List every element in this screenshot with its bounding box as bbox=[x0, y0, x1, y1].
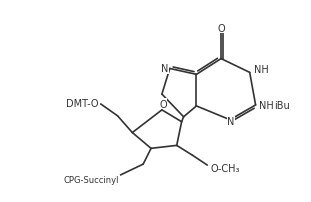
Text: DMT-O: DMT-O bbox=[66, 99, 99, 108]
Text: O: O bbox=[217, 24, 225, 34]
Text: iBu: iBu bbox=[274, 100, 290, 110]
Text: O-CH₃: O-CH₃ bbox=[210, 163, 240, 173]
Text: O: O bbox=[159, 99, 167, 109]
Text: N: N bbox=[227, 116, 234, 126]
Text: NH-: NH- bbox=[258, 100, 277, 110]
Text: CPG-Succinyl: CPG-Succinyl bbox=[64, 176, 119, 184]
Text: NH: NH bbox=[254, 65, 268, 75]
Text: N: N bbox=[161, 64, 169, 74]
